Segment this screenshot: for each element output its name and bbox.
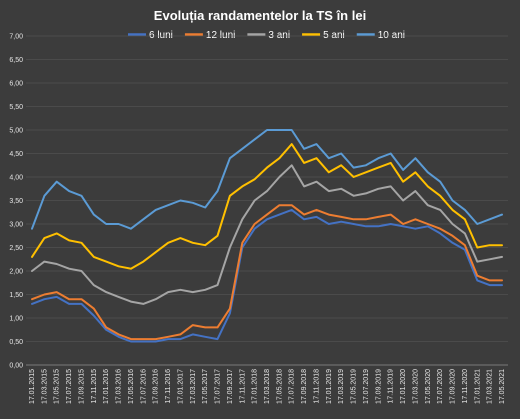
x-axis: 17.01.2015 17.03.2015 17.05.2015 17.07.2015… bbox=[26, 364, 508, 404]
x-tick-label: 17.01.2019 bbox=[326, 369, 333, 404]
legend-entry: 10 ani bbox=[378, 30, 405, 41]
y-tick-label: 1,50 bbox=[9, 292, 23, 299]
y-tick-label: 4,50 bbox=[9, 151, 23, 158]
legend-entry: 3 ani bbox=[268, 30, 290, 41]
x-tick-label: 17.09.2018 bbox=[301, 369, 308, 404]
x-tick-label: 17.01.2021 bbox=[474, 369, 481, 404]
x-tick-label: 17.11.2019 bbox=[388, 369, 395, 404]
x-tick-label: 17.03.2017 bbox=[190, 369, 197, 404]
x-tick-label: 17.07.2016 bbox=[140, 369, 147, 404]
x-tick-label: 17.03.2020 bbox=[412, 369, 419, 404]
x-tick-label: 17.05.2018 bbox=[276, 369, 283, 404]
x-tick-label: 17.11.2015 bbox=[91, 369, 98, 404]
y-tick-label: 2,50 bbox=[9, 245, 23, 252]
x-tick-label: 17.05.2017 bbox=[202, 369, 209, 404]
legend-entry: 5 ani bbox=[323, 30, 345, 41]
x-tick-label: 17.09.2019 bbox=[375, 369, 382, 404]
y-tick-label: 1,00 bbox=[9, 316, 23, 323]
legend-entry: 6 luni bbox=[149, 30, 173, 41]
chart-title: Evoluția randamentelor la TS în lei bbox=[154, 8, 366, 23]
x-tick-label: 17.05.2019 bbox=[351, 369, 358, 404]
y-tick-label: 4,00 bbox=[9, 175, 23, 182]
x-tick-label: 17.11.2017 bbox=[239, 369, 246, 404]
x-tick-label: 17.07.2018 bbox=[289, 369, 296, 404]
x-tick-label: 17.05.2015 bbox=[54, 369, 61, 404]
y-tick-label: 3,50 bbox=[9, 198, 23, 205]
legend: 6 luni 12 luni 3 ani 5 ani 10 ani bbox=[128, 30, 405, 41]
series-line-2 bbox=[31, 204, 503, 341]
y-tick-label: 6,00 bbox=[9, 81, 23, 88]
x-tick-label: 17.03.2019 bbox=[338, 369, 345, 404]
series-line-3 bbox=[31, 164, 503, 305]
x-tick-label: 17.07.2020 bbox=[437, 369, 444, 404]
y-axis: 0,00 0,50 1,00 1,50 2,00 2,50 3,00 3,50 4,00 4,50… bbox=[9, 34, 23, 370]
x-tick-label: 17.01.2015 bbox=[29, 369, 36, 404]
y-tick-label: 3,00 bbox=[9, 222, 23, 229]
y-tick-label: 7,00 bbox=[9, 34, 23, 41]
x-tick-label: 17.01.2017 bbox=[177, 369, 184, 404]
x-tick-label: 17.09.2020 bbox=[450, 369, 457, 404]
y-tick-label: 5,50 bbox=[9, 104, 23, 111]
x-tick-label: 17.07.2019 bbox=[363, 369, 370, 404]
plot-area bbox=[31, 129, 503, 343]
x-tick-label: 17.09.2016 bbox=[153, 369, 160, 404]
x-tick-label: 17.01.2016 bbox=[103, 369, 110, 404]
x-tick-label: 17.05.2016 bbox=[128, 369, 135, 404]
y-tick-label: 0,50 bbox=[9, 339, 23, 346]
x-tick-label: 17.09.2015 bbox=[78, 369, 85, 404]
series-line-4 bbox=[31, 143, 503, 270]
x-tick-label: 17.07.2017 bbox=[215, 369, 222, 404]
x-tick-label: 17.03.2015 bbox=[41, 369, 48, 404]
x-tick-label: 17.11.2020 bbox=[462, 369, 469, 404]
x-tick-label: 17.03.2016 bbox=[116, 369, 123, 404]
x-tick-label: 17.07.2015 bbox=[66, 369, 73, 404]
x-tick-label: 17.03.2021 bbox=[487, 369, 494, 404]
series-line-1 bbox=[31, 208, 503, 343]
series-line-5 bbox=[31, 129, 503, 230]
x-tick-label: 17.09.2017 bbox=[227, 369, 234, 404]
x-tick-label: 17.01.2020 bbox=[400, 369, 407, 404]
x-tick-label: 17.01.2018 bbox=[252, 369, 259, 404]
x-tick-label: 17.11.2016 bbox=[165, 369, 172, 404]
legend-entry: 12 luni bbox=[206, 30, 235, 41]
x-tick-label: 17.05.2021 bbox=[499, 369, 506, 404]
x-tick-label: 17.03.2018 bbox=[264, 369, 271, 404]
y-tick-label: 2,00 bbox=[9, 269, 23, 276]
x-tick-label: 17.05.2020 bbox=[425, 369, 432, 404]
y-tick-label: 0,00 bbox=[9, 363, 23, 370]
y-tick-label: 5,00 bbox=[9, 128, 23, 135]
x-tick-label: 17.11.2018 bbox=[313, 369, 320, 404]
y-tick-label: 6,50 bbox=[9, 57, 23, 64]
